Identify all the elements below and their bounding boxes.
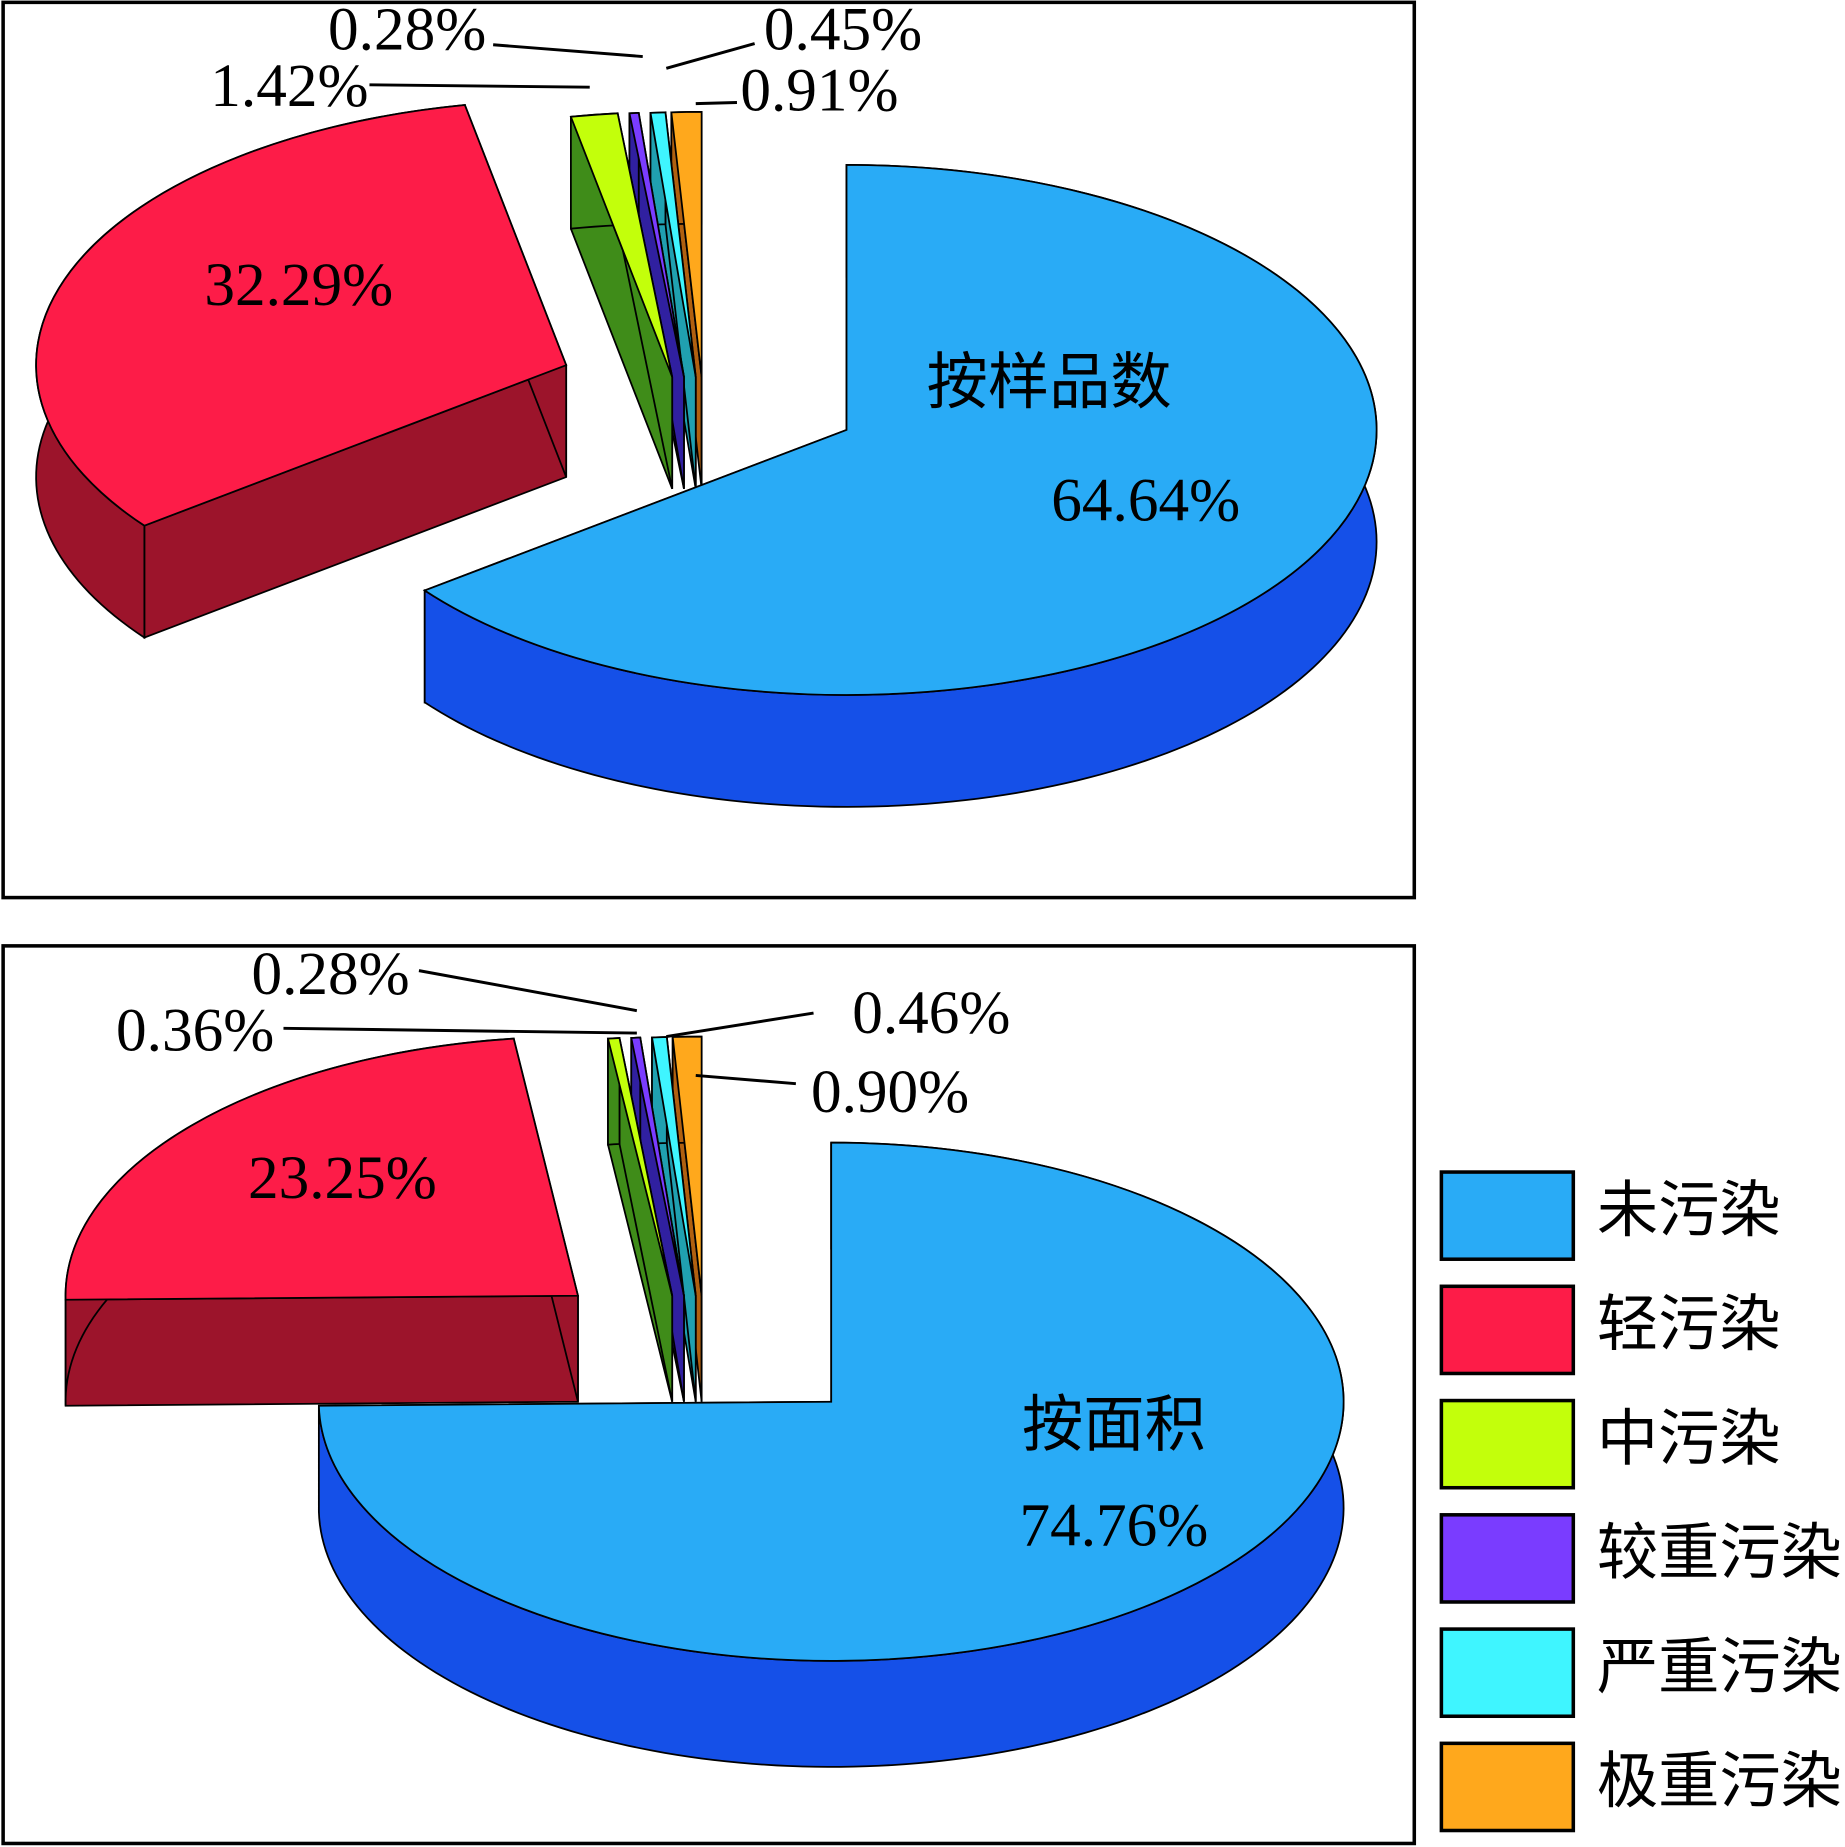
value-label: 64.64% <box>1051 467 1240 535</box>
leader-line <box>665 42 756 70</box>
slice <box>670 111 703 378</box>
legend-swatch <box>1439 1627 1576 1719</box>
slice <box>569 112 674 378</box>
leader-line <box>369 83 590 89</box>
pie-label: 按面积 <box>1022 1391 1206 1459</box>
legend-label: 轻污染 <box>1597 1291 1781 1359</box>
leader-line <box>695 1073 796 1086</box>
legend-label: 极重污染 <box>1597 1748 1842 1816</box>
leader-line <box>666 1011 814 1039</box>
legend-swatch <box>1439 1513 1576 1604</box>
value-label: 0.28% <box>251 940 409 1008</box>
value-label: 0.46% <box>852 979 1010 1047</box>
legend-label: 严重污染 <box>1597 1634 1842 1702</box>
legend-swatch <box>1439 1170 1576 1261</box>
leader-line <box>493 43 643 59</box>
panel-frame <box>1 944 1417 1846</box>
slice <box>64 1037 580 1301</box>
slice <box>649 111 697 378</box>
value-label: 1.42% <box>210 52 368 120</box>
legend-swatch <box>1439 1398 1576 1490</box>
legend-swatch <box>1439 1284 1576 1376</box>
pie-label: 按样品数 <box>927 349 1172 417</box>
slice <box>317 1141 1345 1662</box>
value-label: 0.28% <box>328 0 486 63</box>
leader-line <box>695 101 738 106</box>
slice-side <box>64 1294 579 1407</box>
value-label: 0.90% <box>811 1058 969 1126</box>
value-label: 32.29% <box>204 251 393 319</box>
legend-label: 较重污染 <box>1597 1520 1842 1588</box>
slice <box>422 164 1378 696</box>
value-label: 0.91% <box>740 57 898 125</box>
slice <box>606 1037 674 1296</box>
leader-line <box>418 969 638 1013</box>
value-label: 0.45% <box>764 0 922 63</box>
slice <box>630 1036 685 1296</box>
leader-line <box>283 1026 637 1035</box>
panel-frame <box>1 0 1417 900</box>
legend-label: 未污染 <box>1597 1177 1781 1245</box>
slice <box>628 111 685 378</box>
slice <box>35 104 568 527</box>
legend-swatch <box>1439 1741 1576 1833</box>
value-label: 0.36% <box>116 997 274 1065</box>
value-label: 74.76% <box>1019 1491 1208 1559</box>
value-label: 23.25% <box>248 1144 437 1212</box>
legend-label: 中污染 <box>1597 1405 1781 1473</box>
